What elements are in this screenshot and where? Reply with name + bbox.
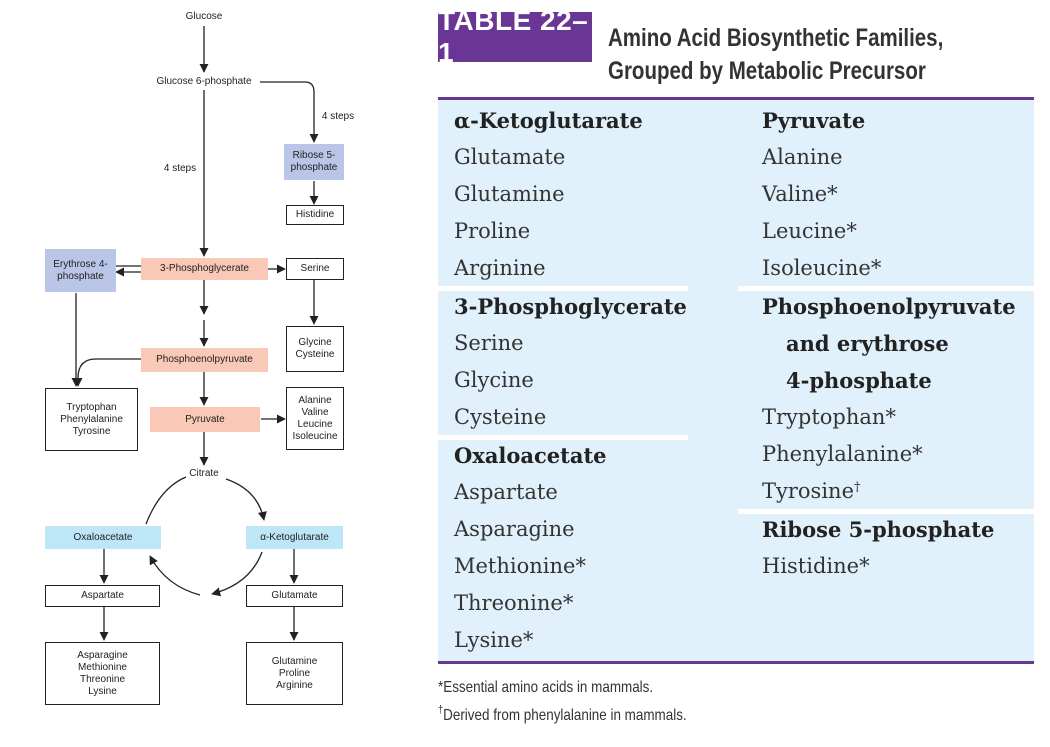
table-cell: Aspartate	[454, 480, 558, 504]
table-cell-tyrosine: Tyrosine†	[762, 473, 861, 510]
histidine-node: Histidine	[286, 205, 344, 225]
table-cell: Lysine*	[454, 628, 534, 652]
family-header-alpha-ketoglutarate: α-Ketoglutarate	[454, 108, 643, 133]
phosphoenolpyruvate-node: Phosphoenolpyruvate	[141, 348, 268, 372]
table-cell: Phenylalanine*	[762, 442, 923, 466]
footnote-derived-text: Derived from phenylalanine in mammals.	[443, 707, 687, 724]
table-cell: Proline	[454, 219, 531, 243]
family-header-3-phosphoglycerate: 3-Phosphoglycerate	[454, 294, 687, 319]
family-header-oxaloacetate: Oxaloacetate	[454, 443, 607, 468]
footnote-essential: *Essential amino acids in mammals.	[438, 679, 654, 696]
family-header-pep-line-3: 4-phosphate	[786, 368, 932, 393]
tyrosine-text: Tyrosine	[762, 479, 854, 503]
four-steps-left-label: 4 steps	[163, 163, 197, 174]
table-caption-line-2: Grouped by Metabolic Precursor	[608, 57, 926, 85]
glycine-cysteine-node: Glycine Cysteine	[286, 326, 344, 372]
arrow-bottom-oaa	[149, 555, 201, 596]
pyruvate-family-node: Alanine Valine Leucine Isoleucine	[286, 387, 344, 450]
serine-node: Serine	[286, 258, 344, 280]
3-phosphoglycerate-node: 3-Phosphoglycerate	[141, 258, 268, 280]
table-cell: Glutamine	[454, 182, 565, 206]
alpha-ketoglutarate-node: α-Ketoglutarate	[246, 526, 343, 549]
table-cell: Glutamate	[454, 145, 566, 169]
glucose-6-phosphate-label: Glucose 6-phosphate	[156, 76, 252, 87]
row-separator	[438, 435, 688, 440]
amino-acid-pathway-diagram: Glucose Glucose 6-phosphate 4 steps 4 st…	[0, 0, 420, 747]
citrate-label: Citrate	[189, 468, 219, 479]
family-header-ribose-5-phosphate: Ribose 5-phosphate	[762, 517, 995, 542]
row-separator	[438, 286, 688, 291]
table-cell: Alanine	[762, 145, 843, 169]
table-cell: Cysteine	[454, 405, 547, 429]
footnote-dagger: †	[438, 704, 444, 716]
table-cell: Threonine*	[454, 591, 574, 615]
aspartate-family-node: Asparagine Methionine Threonine Lysine	[45, 642, 160, 705]
aspartate-node: Aspartate	[45, 585, 160, 607]
four-steps-right-label: 4 steps	[321, 111, 355, 122]
dagger-mark: †	[854, 480, 861, 495]
arrow-akg-bottom	[211, 551, 263, 597]
table-cell: Serine	[454, 331, 524, 355]
arc-oaa-citrate	[145, 476, 187, 525]
table-number-badge: TABLE 22–1	[438, 5, 592, 68]
amino-acid-families-table-panel: TABLE 22–1 Amino Acid Biosynthetic Famil…	[438, 0, 1038, 747]
table-cell: Histidine*	[762, 554, 870, 578]
family-header-pyruvate: Pyruvate	[762, 108, 866, 133]
arrow-pep-aromatic	[73, 358, 142, 387]
glucose-label: Glucose	[185, 11, 223, 22]
ribose-5-phosphate-node: Ribose 5- phosphate	[284, 144, 344, 180]
glutamate-family-node: Glutamine Proline Arginine	[246, 642, 343, 705]
pyruvate-node: Pyruvate	[150, 407, 260, 432]
arrow-citrate-akg	[225, 478, 267, 521]
footnote-derived: †Derived from phenylalanine in mammals.	[438, 704, 687, 725]
family-header-pep-line-1: Phosphoenolpyruvate	[762, 294, 1016, 319]
glutamate-node: Glutamate	[246, 585, 343, 607]
arrow-g6p-r5p	[260, 81, 319, 143]
table-cell: Valine*	[762, 182, 838, 206]
family-header-pep-line-2: and erythrose	[786, 331, 949, 356]
table-cell: Asparagine	[454, 517, 575, 541]
table-caption: Amino Acid Biosynthetic Families, Groupe…	[608, 22, 952, 88]
table-cell: Glycine	[454, 368, 534, 392]
erythrose-4-phosphate-node: Erythrose 4- phosphate	[45, 249, 116, 292]
pathway-arrows	[71, 26, 319, 641]
table-caption-line-1: Amino Acid Biosynthetic Families,	[608, 24, 944, 52]
table-cell: Arginine	[454, 256, 546, 280]
row-separator	[738, 286, 1034, 291]
table-cell: Tryptophan*	[762, 405, 896, 429]
aromatic-amino-acids-node: Tryptophan Phenylalanine Tyrosine	[45, 388, 138, 451]
table-cell: Methionine*	[454, 554, 586, 578]
oxaloacetate-node: Oxaloacetate	[45, 526, 161, 549]
table-cell: Leucine*	[762, 219, 857, 243]
families-table: α-Ketoglutarate Glutamate Glutamine Prol…	[438, 97, 1034, 664]
table-cell: Isoleucine*	[762, 256, 882, 280]
row-separator	[738, 509, 1034, 514]
